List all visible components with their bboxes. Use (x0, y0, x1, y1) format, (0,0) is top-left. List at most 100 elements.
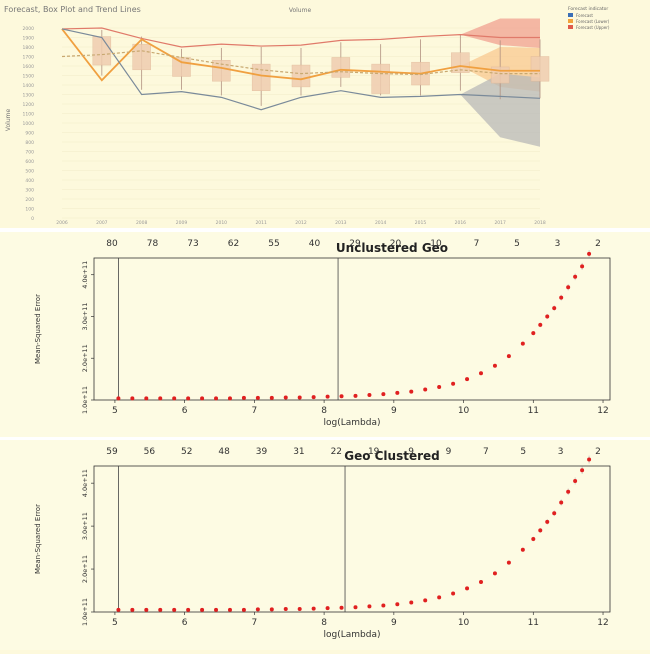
y-tick-label: 2000 (23, 26, 35, 32)
legend-swatch (568, 13, 573, 17)
y-tick-label: 1000 (23, 121, 35, 127)
top-tick-label: 55 (268, 239, 279, 249)
data-point (573, 274, 578, 279)
forecast-band (460, 73, 540, 147)
x-tick-label: 2018 (534, 220, 546, 226)
data-point (297, 606, 302, 611)
data-point (214, 396, 219, 401)
y-tick-label: 1300 (23, 93, 35, 99)
data-point (367, 604, 372, 609)
y-tick-label: 900 (25, 131, 34, 137)
data-point (339, 394, 344, 399)
x-tick-label: 2012 (295, 220, 307, 226)
y-tick-label: 300 (25, 188, 34, 194)
y-tick-label: 1.0e+11 (81, 598, 89, 626)
box (291, 64, 311, 88)
box (132, 43, 151, 71)
legend-swatch (568, 19, 573, 23)
y-tick-label: 500 (25, 169, 34, 175)
x-tick-label: 2010 (216, 220, 228, 226)
data-point (559, 500, 564, 505)
data-point (395, 602, 400, 607)
data-point (437, 385, 442, 390)
x-axis-label: log(Lambda) (324, 418, 381, 428)
top-tick-label: 80 (106, 239, 118, 249)
y-tick-label: 0 (31, 216, 34, 222)
forecast-band (460, 18, 540, 48)
forecast-chart: Forecast, Box Plot and Trend Lines Volume… (4, 5, 610, 226)
y-tick-label: 1700 (23, 55, 35, 61)
data-point (255, 395, 260, 400)
y-tick-label: 3.0e+11 (81, 302, 89, 330)
y-tick-label: 1100 (23, 112, 35, 118)
data-point (353, 605, 358, 610)
y-tick-label: 2.0e+11 (81, 344, 89, 372)
data-point (227, 607, 232, 612)
data-point (381, 392, 386, 397)
data-point (437, 595, 442, 600)
data-point (339, 605, 344, 610)
data-point (506, 560, 511, 565)
y-axis-label: Volume (5, 109, 12, 132)
data-point (492, 363, 497, 368)
data-point (200, 396, 205, 401)
x-tick-label: 8 (321, 406, 327, 416)
y-tick-label: 600 (25, 159, 34, 165)
x-tick-label: 7 (252, 618, 258, 628)
data-point (186, 607, 191, 612)
data-point (227, 396, 232, 401)
chart-subtitle: Volume (289, 7, 312, 14)
data-point (158, 607, 163, 612)
data-point (241, 395, 246, 400)
data-point (465, 377, 470, 382)
x-tick-label: 5 (112, 406, 118, 416)
data-point (283, 606, 288, 611)
data-point (409, 389, 414, 394)
x-tick-label: 6 (182, 618, 188, 628)
y-axis-label: Mean-Squared Error (34, 504, 42, 574)
box (371, 63, 390, 94)
y-tick-label: 2.0e+11 (81, 555, 89, 583)
data-point (492, 571, 497, 576)
data-point (116, 607, 121, 612)
chart-title: Geo Clustered (344, 449, 440, 463)
panel-divider (0, 437, 650, 441)
x-tick-label: 6 (182, 406, 188, 416)
x-tick-label: 2007 (96, 220, 108, 226)
legend-title: Forecast indicator (568, 6, 608, 12)
data-point (186, 396, 191, 401)
y-tick-label: 700 (25, 150, 34, 156)
unclustered-geo-chart: Unclustered Geo log(Lambda) Mean-Squared E… (34, 239, 611, 428)
top-tick-label: 2 (595, 447, 601, 457)
data-point (255, 607, 260, 612)
data-point (172, 607, 177, 612)
legend-label: Forecast (Upper) (576, 25, 610, 30)
top-tick-label: 3 (558, 447, 564, 457)
legend-label: Forecast (Lower) (576, 19, 610, 24)
data-point (520, 547, 525, 552)
y-tick-label: 1400 (23, 83, 35, 89)
top-tick-label: 78 (147, 239, 159, 249)
top-tick-label: 59 (106, 447, 118, 457)
data-point (559, 295, 564, 300)
y-tick-label: 1800 (23, 45, 35, 51)
x-tick-label: 2015 (415, 220, 427, 226)
data-point (144, 396, 149, 401)
data-point (116, 396, 121, 401)
data-point (531, 537, 536, 541)
box (251, 63, 271, 91)
data-point (269, 395, 274, 400)
x-axis-label: log(Lambda) (324, 630, 381, 640)
data-point (520, 341, 525, 346)
data-point (269, 607, 274, 612)
y-tick-label: 100 (25, 207, 34, 213)
data-point (451, 591, 456, 596)
x-tick-label: 2006 (56, 220, 68, 226)
data-point (423, 387, 428, 392)
top-tick-label: 7 (474, 239, 480, 249)
top-tick-label: 39 (256, 447, 268, 457)
top-tick-label: 20 (390, 239, 402, 249)
top-tick-label: 10 (430, 239, 442, 249)
y-axis-label: Mean-Squared Error (34, 294, 42, 364)
geo-clustered-panel: Geo Clustered log(Lambda) Mean-Squared Err… (0, 440, 650, 650)
